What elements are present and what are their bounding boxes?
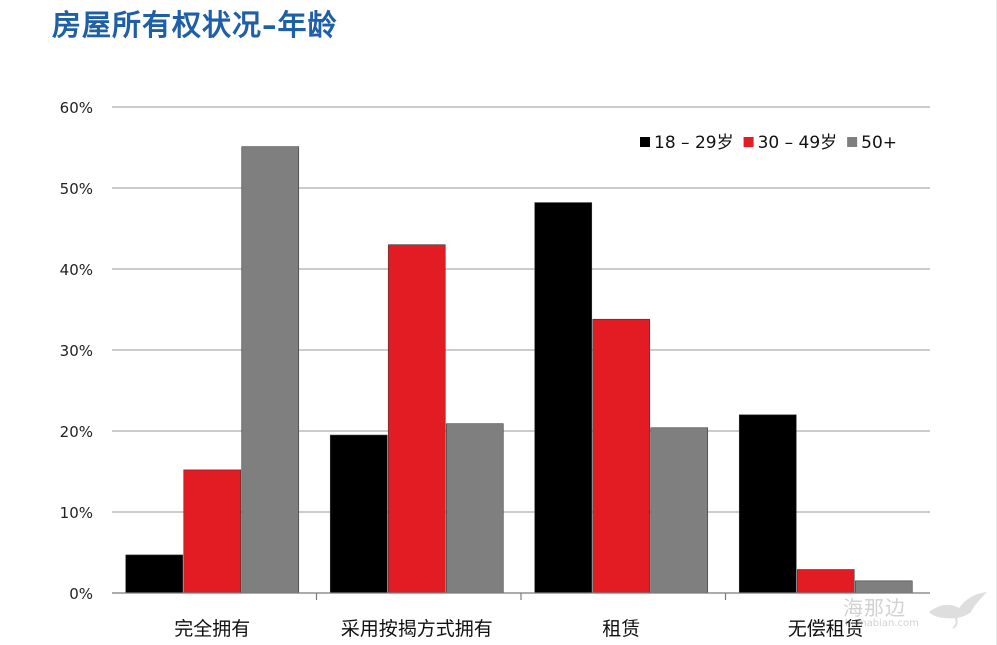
- legend-label: 50+: [861, 133, 897, 153]
- bird-icon: [929, 592, 987, 629]
- bar: [241, 146, 300, 594]
- bar: [183, 469, 242, 594]
- legend: 18 – 29岁 30 – 49岁 50+: [640, 133, 897, 153]
- x-category-label: 采用按揭方式拥有: [341, 618, 493, 640]
- bar: [650, 427, 709, 594]
- watermark-text: 海那边: [843, 596, 906, 620]
- x-axis: 完全拥有 采用按揭方式拥有 租赁 无偿租赁: [112, 592, 930, 640]
- grid-lines: [112, 106, 930, 513]
- y-tick-label: 0%: [69, 585, 93, 603]
- y-tick-label: 10%: [60, 504, 93, 522]
- bar: [592, 318, 651, 594]
- x-category-label: 无偿租赁: [788, 618, 864, 640]
- bar: [125, 554, 184, 594]
- legend-label: 30 – 49岁: [758, 133, 838, 153]
- y-tick-label: 20%: [60, 423, 93, 441]
- bar: [738, 414, 797, 594]
- legend-swatch: [640, 137, 650, 147]
- y-tick-label: 30%: [60, 342, 93, 360]
- watermark-url: hainabian.com: [845, 618, 919, 629]
- bar: [534, 202, 593, 594]
- bar: [445, 423, 504, 594]
- bar: [329, 434, 388, 594]
- y-tick-label: 60%: [60, 99, 93, 117]
- watermark-logo: 海那边 hainabian.com: [843, 588, 993, 638]
- legend-label: 18 – 29岁: [654, 133, 734, 153]
- chart-title: 房屋所有权状况–年龄: [52, 8, 338, 42]
- x-category-label: 完全拥有: [174, 618, 250, 640]
- bars: [125, 146, 913, 594]
- bar: [387, 244, 446, 594]
- y-tick-label: 40%: [60, 261, 93, 279]
- legend-swatch: [743, 137, 754, 147]
- x-category-label: 租赁: [602, 618, 640, 640]
- y-axis-ticks: 0% 10% 20% 30% 40% 50% 60%: [60, 99, 93, 603]
- y-tick-label: 50%: [60, 180, 93, 198]
- legend-swatch: [847, 137, 858, 147]
